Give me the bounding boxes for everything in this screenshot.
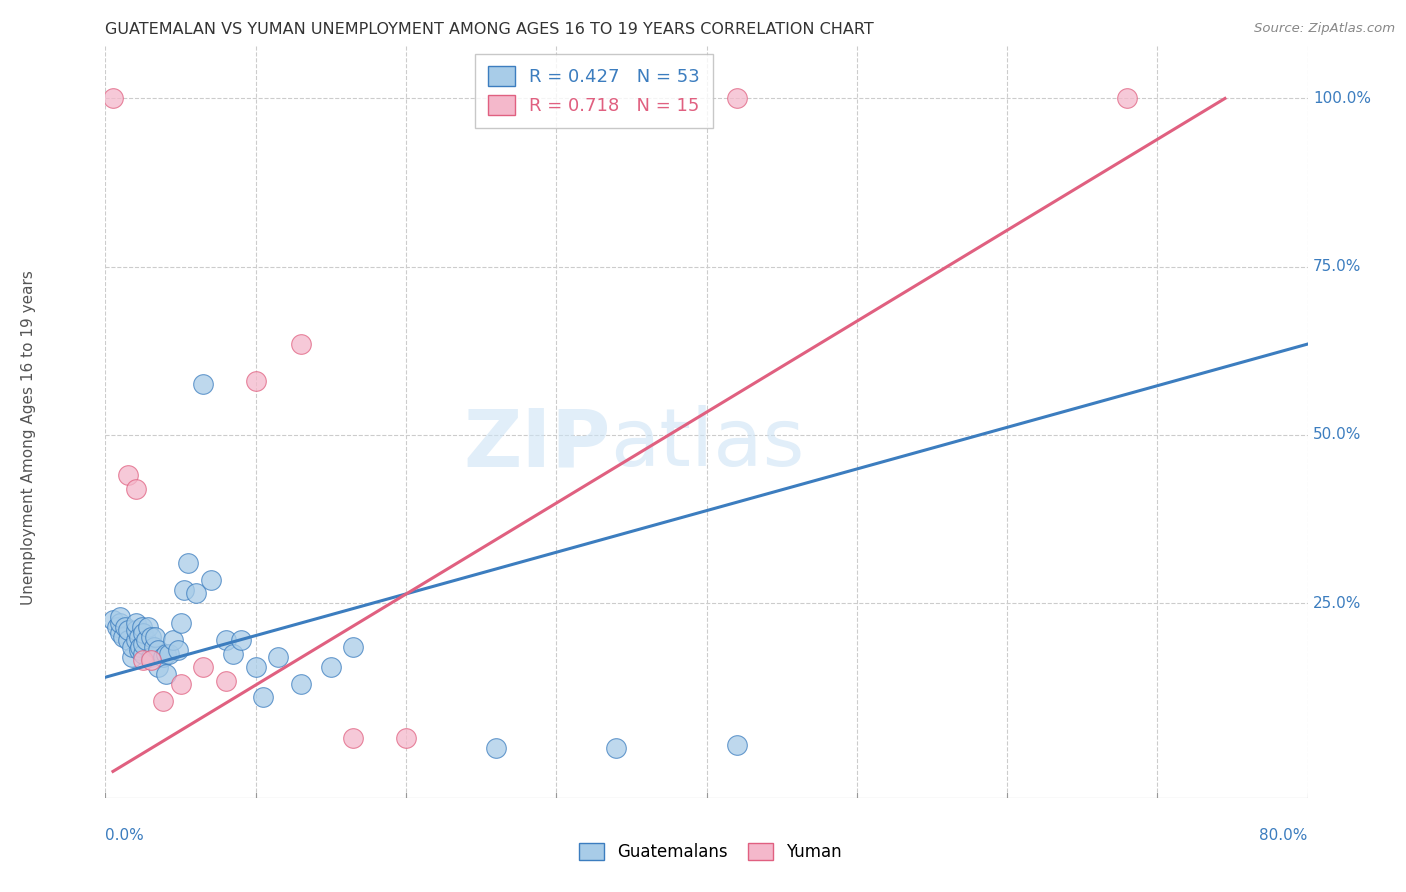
Point — [290, 677, 312, 691]
Point — [132, 636, 155, 650]
Point — [128, 643, 150, 657]
Text: GUATEMALAN VS YUMAN UNEMPLOYMENT AMONG AGES 16 TO 19 YEARS CORRELATION CHART: GUATEMALAN VS YUMAN UNEMPLOYMENT AMONG A… — [105, 22, 875, 37]
Point — [485, 740, 508, 755]
Point — [191, 377, 214, 392]
Point — [112, 630, 135, 644]
Text: Unemployment Among Ages 16 to 19 years: Unemployment Among Ages 16 to 19 years — [21, 269, 35, 605]
Point — [124, 616, 146, 631]
Point — [114, 620, 136, 634]
Text: 100.0%: 100.0% — [1313, 91, 1371, 106]
Point — [121, 640, 143, 654]
Point — [135, 633, 157, 648]
Point — [110, 609, 132, 624]
Point — [139, 630, 162, 644]
Point — [132, 653, 155, 667]
Point — [252, 690, 274, 705]
Point — [117, 623, 139, 637]
Point — [110, 616, 132, 631]
Point — [245, 374, 267, 388]
Point — [290, 337, 312, 351]
Point — [342, 731, 364, 745]
Point — [214, 633, 236, 648]
Point — [191, 660, 214, 674]
Text: 50.0%: 50.0% — [1313, 427, 1361, 442]
Point — [157, 647, 180, 661]
Text: Source: ZipAtlas.com: Source: ZipAtlas.com — [1254, 22, 1395, 36]
Point — [124, 482, 146, 496]
Point — [725, 738, 748, 752]
Text: 0.0%: 0.0% — [105, 829, 145, 843]
Point — [169, 677, 191, 691]
Text: ZIP: ZIP — [463, 405, 610, 483]
Point — [142, 640, 165, 654]
Legend: R = 0.427   N = 53, R = 0.718   N = 15: R = 0.427 N = 53, R = 0.718 N = 15 — [475, 54, 713, 128]
Point — [395, 731, 418, 745]
Point — [342, 640, 364, 654]
Point — [110, 626, 132, 640]
Point — [245, 660, 267, 674]
Point — [146, 643, 169, 657]
Point — [319, 660, 342, 674]
Point — [139, 650, 162, 665]
Point — [184, 586, 207, 600]
Point — [152, 694, 174, 708]
Point — [132, 626, 155, 640]
Point — [173, 582, 195, 597]
Point — [177, 556, 200, 570]
Point — [124, 633, 146, 648]
Point — [155, 647, 177, 661]
Point — [229, 633, 252, 648]
Point — [152, 650, 174, 665]
Text: 80.0%: 80.0% — [1260, 829, 1308, 843]
Point — [155, 666, 177, 681]
Point — [166, 643, 188, 657]
Point — [605, 740, 627, 755]
Legend: Guatemalans, Yuman: Guatemalans, Yuman — [572, 836, 848, 868]
Point — [162, 633, 184, 648]
Point — [139, 653, 162, 667]
Point — [725, 91, 748, 105]
Point — [267, 650, 290, 665]
Point — [200, 573, 222, 587]
Point — [146, 660, 169, 674]
Point — [1116, 91, 1139, 105]
Point — [214, 673, 236, 688]
Point — [131, 620, 153, 634]
Point — [222, 647, 245, 661]
Point — [121, 650, 143, 665]
Point — [128, 630, 150, 644]
Point — [169, 616, 191, 631]
Point — [143, 630, 166, 644]
Point — [136, 620, 159, 634]
Text: 75.0%: 75.0% — [1313, 260, 1361, 274]
Text: atlas: atlas — [610, 405, 804, 483]
Point — [117, 468, 139, 483]
Point — [129, 640, 152, 654]
Point — [101, 613, 124, 627]
Point — [101, 91, 124, 105]
Text: 25.0%: 25.0% — [1313, 596, 1361, 611]
Point — [132, 647, 155, 661]
Point — [124, 623, 146, 637]
Point — [107, 620, 129, 634]
Point — [117, 633, 139, 648]
